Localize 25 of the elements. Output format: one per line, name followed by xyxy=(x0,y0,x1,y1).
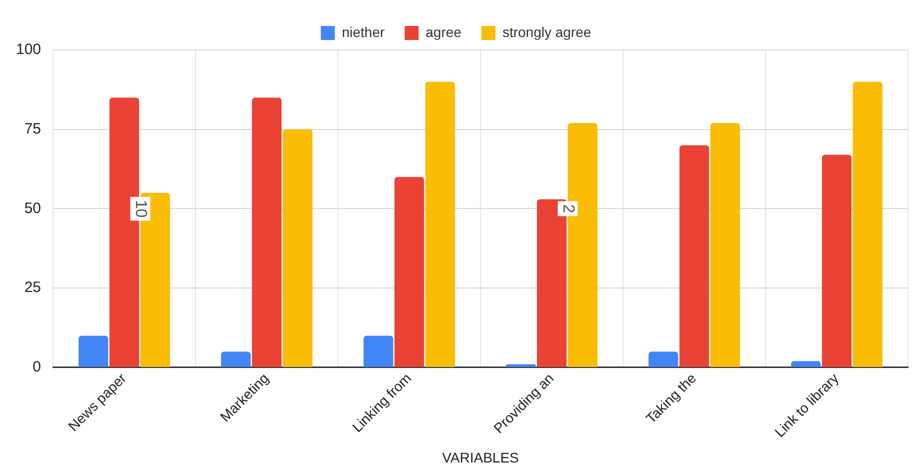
x-axis-title: VARIABLES xyxy=(442,449,519,466)
bar xyxy=(364,336,394,367)
bar xyxy=(791,361,821,367)
bar xyxy=(394,176,424,367)
bar xyxy=(710,123,740,367)
legend-label: agree xyxy=(426,24,462,40)
bar xyxy=(852,82,882,367)
legend-label: strongly agree xyxy=(502,24,592,40)
bar xyxy=(679,145,710,367)
annotation: 10 xyxy=(132,200,149,218)
y-tick-label: 50 xyxy=(24,200,42,217)
bar xyxy=(78,336,108,367)
legend-label: niether xyxy=(342,24,385,40)
bar xyxy=(221,352,251,367)
y-tick-label: 0 xyxy=(32,358,42,376)
y-tick-label: 75 xyxy=(24,120,42,138)
bar xyxy=(506,364,536,367)
y-tick-label: 25 xyxy=(24,279,42,296)
bar xyxy=(252,98,282,367)
bar xyxy=(648,352,678,367)
annotation: 2 xyxy=(559,204,576,214)
bar xyxy=(282,129,312,367)
y-tick-label: 100 xyxy=(16,41,42,58)
bar xyxy=(425,82,455,367)
bar xyxy=(822,154,852,367)
